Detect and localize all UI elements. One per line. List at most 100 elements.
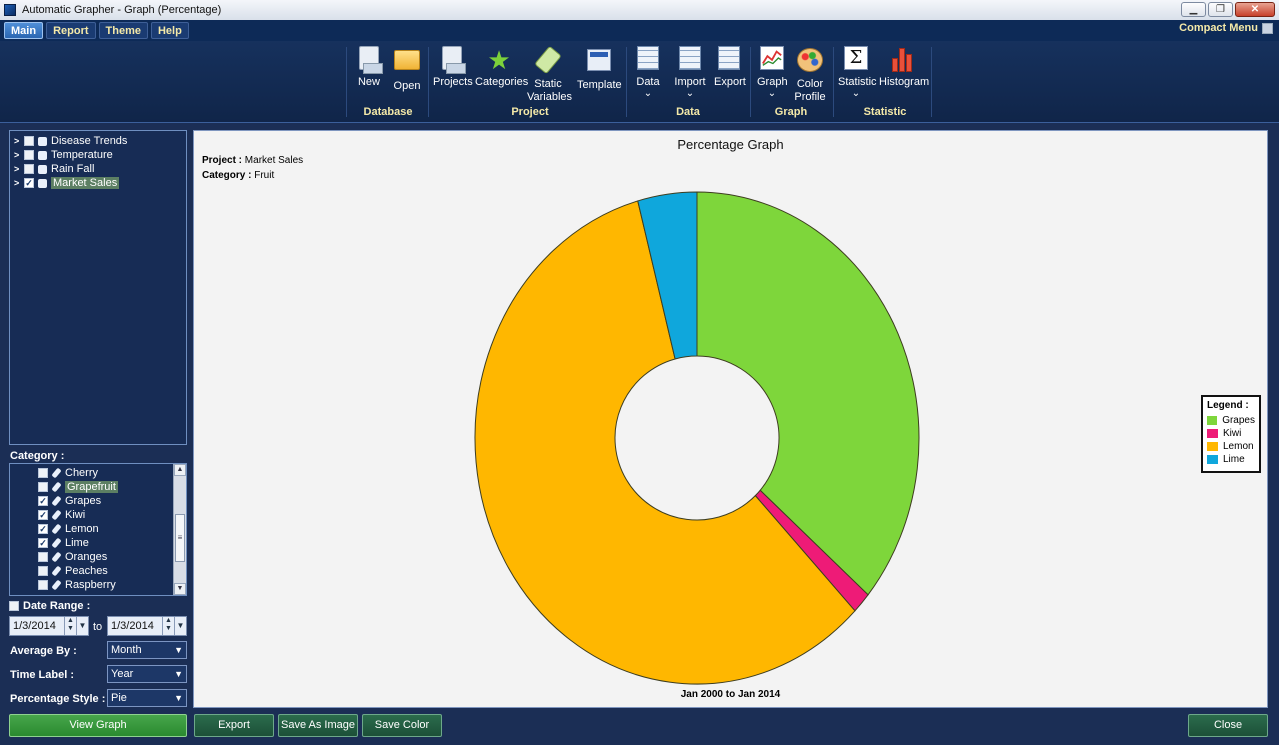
tab-report[interactable]: Report — [46, 22, 96, 39]
category-item[interactable]: ✓ Lemon — [10, 522, 186, 536]
category-item-label: Lemon — [65, 523, 99, 535]
tree-item-disease-trends[interactable]: > Disease Trends — [10, 134, 186, 148]
time-label-value: Year — [111, 668, 134, 680]
pie-slice-lemon — [474, 200, 856, 685]
legend-label: Kiwi — [1223, 428, 1242, 439]
group-graph-label: Graph — [774, 106, 808, 118]
save-color-button[interactable]: Save Color — [362, 714, 442, 737]
projects-button[interactable]: Projects — [433, 46, 473, 89]
legend-label: Lime — [1223, 454, 1245, 465]
static-variables-label-line2: Variables — [527, 91, 573, 103]
import-button[interactable]: Import ⌄ — [674, 46, 706, 99]
tab-help[interactable]: Help — [150, 22, 189, 39]
tree-checkbox[interactable] — [24, 136, 34, 146]
expand-arrow-icon[interactable]: > — [14, 136, 20, 146]
category-checkbox[interactable] — [38, 468, 48, 478]
category-checkbox[interactable] — [38, 566, 48, 576]
restore-button[interactable]: ❐ — [1208, 2, 1233, 17]
tree-checkbox[interactable] — [24, 150, 34, 160]
graph-button[interactable]: Graph ⌄ — [757, 46, 788, 99]
category-item[interactable]: Peaches — [10, 564, 186, 578]
category-checkbox[interactable]: ✓ — [38, 538, 48, 548]
category-item[interactable]: Oranges — [10, 550, 186, 564]
window-title: Automatic Grapher - Graph (Percentage) — [22, 4, 222, 16]
date-from-spinner[interactable]: ▲ ▼ — [64, 617, 76, 635]
date-to-spinner[interactable]: ▲ ▼ — [162, 617, 174, 635]
graph-label: Graph — [757, 76, 788, 88]
color-profile-label-line1: Color — [796, 78, 824, 90]
category-item[interactable]: ✓ Lime — [10, 536, 186, 550]
tree-item-rain-fall[interactable]: > Rain Fall — [10, 162, 186, 176]
date-range-toggle[interactable]: Date Range : — [9, 600, 90, 612]
statistic-button[interactable]: Σ Statistic ⌄ — [838, 46, 877, 99]
expand-arrow-icon[interactable]: > — [14, 164, 20, 174]
legend-item: Lemon — [1207, 440, 1255, 453]
legend-item: Grapes — [1207, 414, 1255, 427]
category-item[interactable]: ✓ Kiwi — [10, 508, 186, 522]
date-to-field[interactable]: 1/3/2014 ▲ ▼ ▼ — [107, 616, 187, 636]
average-by-select[interactable]: Month ▼ — [107, 641, 187, 659]
view-graph-button[interactable]: View Graph — [9, 714, 187, 737]
histogram-icon — [889, 46, 917, 74]
pie-slice-lime — [637, 191, 698, 360]
new-button[interactable]: New — [355, 46, 383, 89]
category-item[interactable]: Cherry — [10, 466, 186, 480]
tree-item-temperature[interactable]: > Temperature — [10, 148, 186, 162]
template-label: Template — [577, 79, 622, 91]
export-ribbon-button[interactable]: Export — [714, 46, 746, 89]
static-variables-button[interactable]: Static Variables — [527, 45, 573, 104]
category-checkbox[interactable] — [38, 552, 48, 562]
line-chart-icon — [758, 46, 786, 74]
ribbon-separator — [931, 47, 932, 117]
expand-arrow-icon[interactable]: > — [14, 150, 20, 160]
export-ribbon-label: Export — [714, 76, 746, 88]
minimize-button[interactable]: ▁ — [1181, 2, 1206, 17]
legend-item: Lime — [1207, 453, 1255, 466]
average-by-value: Month — [111, 644, 142, 656]
close-button[interactable]: Close — [1188, 714, 1268, 737]
category-scrollbar[interactable]: ▲ ≡ ▼ — [173, 464, 186, 595]
scroll-down-icon[interactable]: ▼ — [174, 583, 186, 595]
export-button[interactable]: Export — [194, 714, 274, 737]
percentage-style-select[interactable]: Pie ▼ — [107, 689, 187, 707]
time-label-select[interactable]: Year ▼ — [107, 665, 187, 683]
chevron-down-icon[interactable]: ▼ — [174, 617, 186, 635]
expand-arrow-icon[interactable]: > — [14, 178, 20, 188]
tab-main[interactable]: Main — [4, 22, 44, 39]
scroll-thumb[interactable]: ≡ — [175, 514, 185, 562]
category-checkbox[interactable]: ✓ — [38, 496, 48, 506]
tree-item-label: Temperature — [51, 149, 113, 161]
tab-theme[interactable]: Theme — [98, 22, 148, 39]
scroll-up-icon[interactable]: ▲ — [174, 464, 186, 476]
open-button[interactable]: Open — [392, 46, 422, 93]
category-item[interactable]: ✓ Grapes — [10, 494, 186, 508]
data-label: Data — [636, 76, 660, 88]
category-checkbox[interactable]: ✓ — [38, 510, 48, 520]
date-from-field[interactable]: 1/3/2014 ▲ ▼ ▼ — [9, 616, 89, 636]
template-button[interactable]: Template — [577, 46, 622, 92]
categories-button[interactable]: ★ Categories — [475, 46, 528, 89]
category-header: Category : — [10, 450, 65, 462]
save-as-image-button[interactable]: Save As Image — [278, 714, 358, 737]
category-item-label: Kiwi — [65, 509, 86, 521]
category-checkbox[interactable] — [38, 482, 48, 492]
category-meta-value: Fruit — [254, 170, 275, 181]
category-item[interactable]: Grapefruit — [10, 480, 186, 494]
compact-menu-toggle[interactable]: Compact Menu — [1179, 22, 1273, 34]
date-range-checkbox[interactable] — [9, 601, 19, 611]
color-profile-button[interactable]: Color Profile — [793, 46, 827, 104]
tree-checkbox[interactable]: ✓ — [24, 178, 34, 188]
project-icon — [38, 164, 47, 174]
ribbon-separator — [833, 47, 834, 117]
tree-checkbox[interactable] — [24, 164, 34, 174]
category-checkbox[interactable] — [38, 580, 48, 590]
tree-item-market-sales[interactable]: > ✓ Market Sales — [10, 176, 186, 190]
histogram-button[interactable]: Histogram — [879, 46, 929, 89]
chevron-down-icon[interactable]: ▼ — [76, 617, 88, 635]
new-database-icon — [355, 46, 383, 74]
category-item[interactable]: Raspberry — [10, 578, 186, 592]
data-button[interactable]: Data ⌄ — [634, 46, 662, 99]
category-checkbox[interactable]: ✓ — [38, 524, 48, 534]
close-window-button[interactable]: ✕ — [1235, 2, 1275, 17]
compact-menu-icon — [1262, 22, 1273, 34]
